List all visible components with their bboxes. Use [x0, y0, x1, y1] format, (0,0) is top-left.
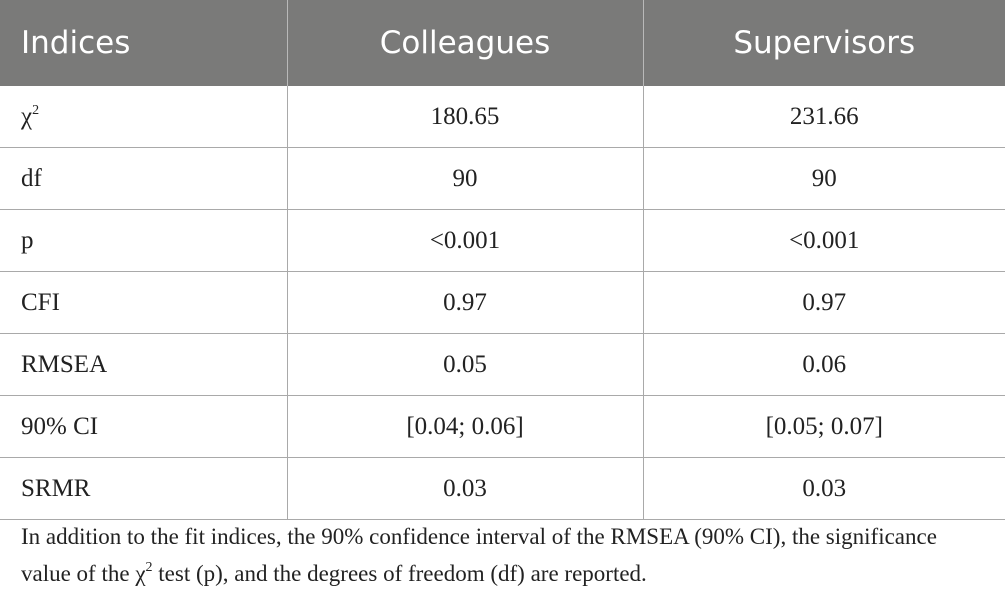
header-colleagues: Colleagues	[287, 0, 644, 86]
cell-supervisors: 0.06	[642, 333, 1005, 396]
header-indices: Indices	[0, 0, 288, 86]
row-label-cfi: CFI	[0, 271, 288, 334]
footnote-text-end: test (p), and the degrees of freedom (df…	[152, 561, 647, 586]
cell-colleagues: 180.65	[286, 86, 644, 148]
chi-superscript: 2	[32, 102, 40, 118]
chi-symbol: χ	[21, 102, 33, 130]
table-row-p: p <0.001 <0.001	[0, 209, 1005, 272]
cell-supervisors: 0.03	[642, 457, 1005, 520]
table-row-df: df 90 90	[0, 147, 1005, 210]
cell-colleagues: 90	[286, 147, 644, 210]
footnote-chi-superscript: 2	[145, 560, 153, 575]
row-label-p: p	[0, 209, 288, 272]
row-label-srmr: SRMR	[0, 457, 288, 520]
cell-colleagues: 0.03	[286, 457, 644, 520]
table-row-cfi: CFI 0.97 0.97	[0, 271, 1005, 334]
table-row-rmsea: RMSEA 0.05 0.06	[0, 333, 1005, 396]
cell-supervisors: 231.66	[642, 86, 1005, 148]
cell-supervisors: 90	[642, 147, 1005, 210]
row-label-df: df	[0, 147, 288, 210]
table-footnote: In addition to the fit indices, the 90% …	[21, 518, 981, 592]
footnote-text-start: In addition to the fit indices, the 90% …	[21, 524, 937, 586]
table-row-srmr: SRMR 0.03 0.03	[0, 457, 1005, 520]
header-supervisors: Supervisors	[643, 0, 1005, 86]
row-label-rmsea: RMSEA	[0, 333, 288, 396]
row-label-ci: 90% CI	[0, 395, 288, 458]
cell-supervisors: [0.05; 0.07]	[642, 395, 1005, 458]
fit-indices-table: Indices Colleagues Supervisors χ2 180.65…	[0, 0, 1005, 520]
cell-colleagues: 0.05	[286, 333, 644, 396]
cell-supervisors: 0.97	[642, 271, 1005, 334]
cell-colleagues: [0.04; 0.06]	[286, 395, 644, 458]
table-row-ci: 90% CI [0.04; 0.06] [0.05; 0.07]	[0, 395, 1005, 458]
row-label-chi-square: χ2	[0, 86, 288, 148]
cell-supervisors: <0.001	[642, 209, 1005, 272]
table-row-chi-square: χ2 180.65 231.66	[0, 86, 1005, 148]
cell-colleagues: <0.001	[286, 209, 644, 272]
cell-colleagues: 0.97	[286, 271, 644, 334]
table-header-row: Indices Colleagues Supervisors	[0, 0, 1005, 86]
